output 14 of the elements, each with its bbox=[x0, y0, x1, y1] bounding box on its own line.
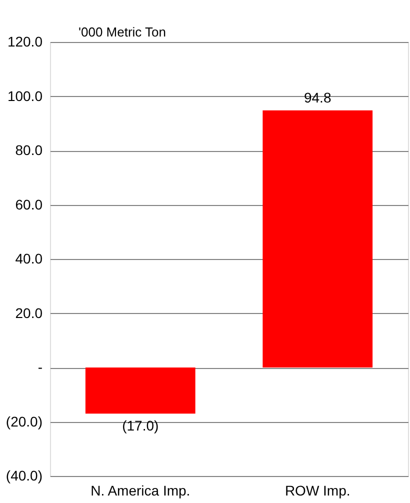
y-tick-label: 40.0 bbox=[15, 250, 43, 266]
y-tick-label: 20.0 bbox=[15, 304, 43, 321]
x-tick-label: N. America Imp. bbox=[90, 482, 190, 498]
data-label: 94.8 bbox=[304, 89, 332, 106]
y-tick-label: 60.0 bbox=[15, 196, 43, 212]
y-axis-title: '000 Metric Ton bbox=[78, 24, 166, 40]
y-tick-label: - bbox=[38, 359, 43, 375]
y-tick-label: (40.0) bbox=[6, 468, 42, 484]
data-label: (17.0) bbox=[122, 418, 159, 434]
x-tick-label: ROW Imp. bbox=[284, 482, 350, 498]
y-tick-label: 120.0 bbox=[7, 34, 43, 50]
y-tick-label: 80.0 bbox=[15, 142, 43, 158]
y-tick-label: 100.0 bbox=[7, 88, 43, 104]
y-tick-label: (20.0) bbox=[6, 413, 42, 430]
